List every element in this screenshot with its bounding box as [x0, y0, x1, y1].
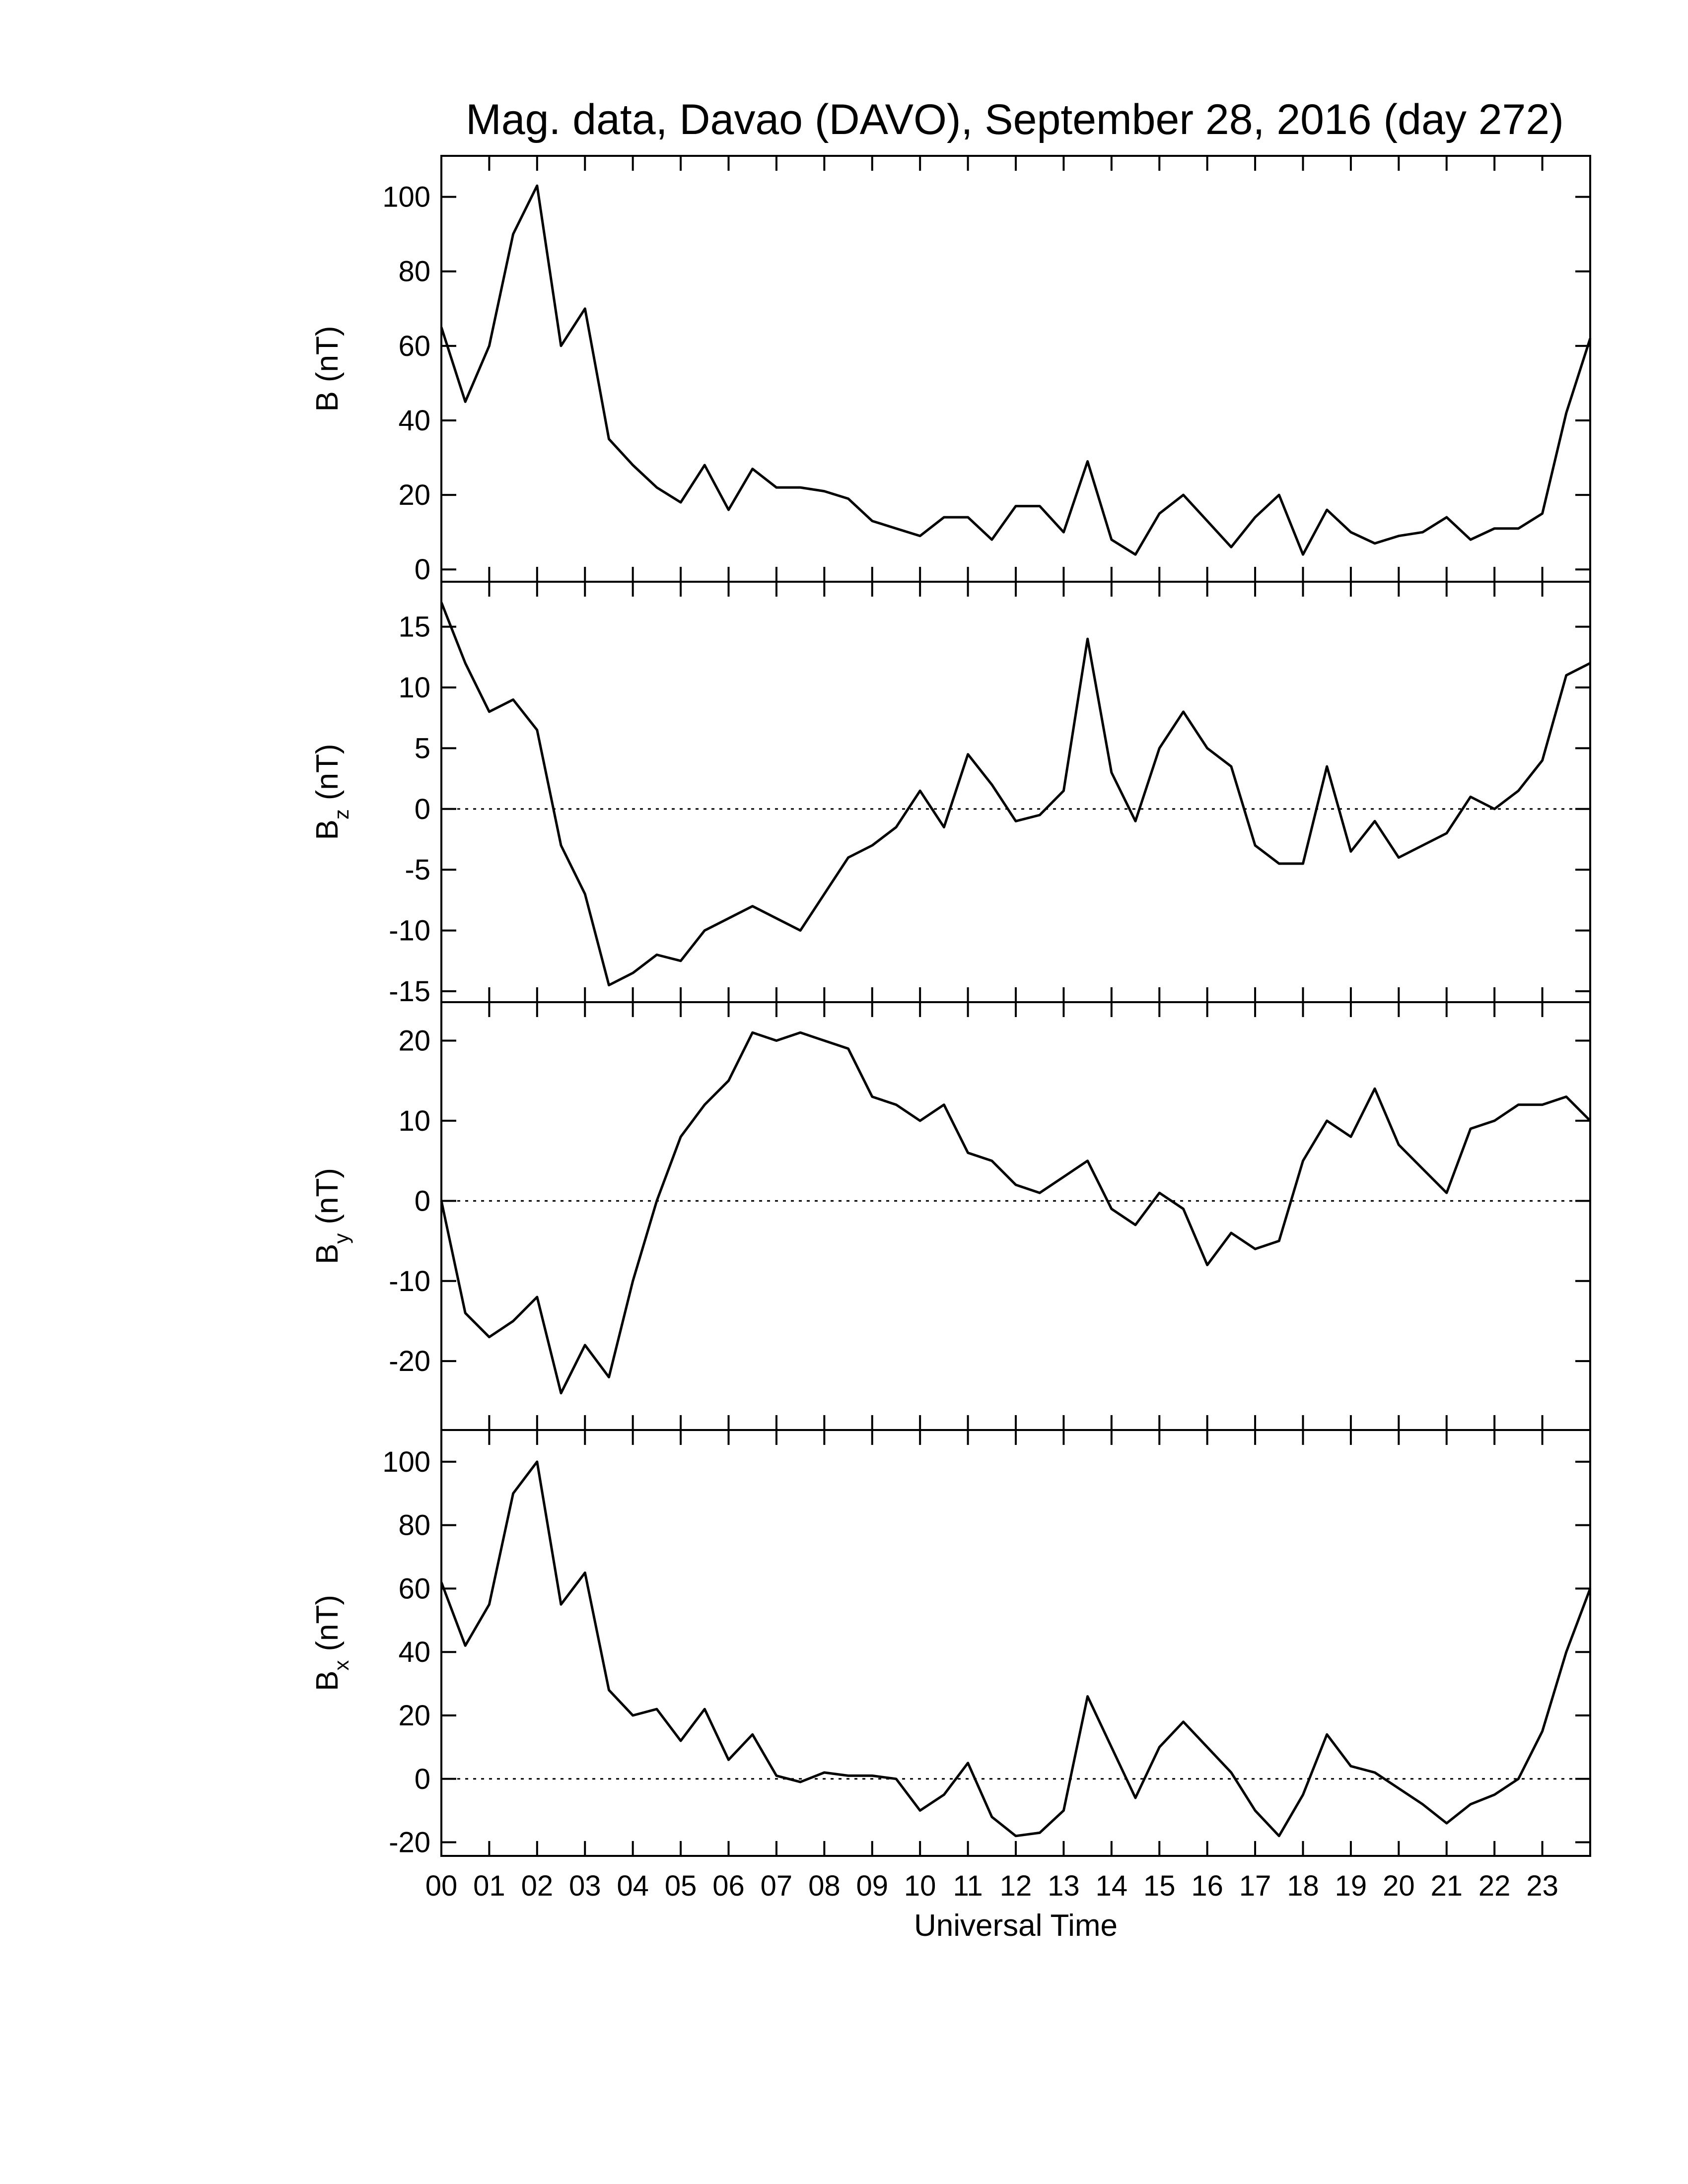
x-tick-label: 10 [904, 1870, 936, 1902]
y-label-main: B [310, 819, 345, 840]
y-axis-label: Bx (nT) [310, 1595, 353, 1691]
x-tick-label: 08 [808, 1870, 841, 1902]
x-tick-label: 13 [1048, 1870, 1080, 1902]
y-tick-label: 60 [398, 1572, 430, 1605]
data-line [440, 1031, 1591, 1395]
x-tick-label: 16 [1191, 1870, 1223, 1902]
x-tick-label: 11 [953, 1870, 983, 1902]
y-tick-label: -15 [389, 975, 430, 1008]
y-tick-label: 0 [415, 793, 430, 825]
y-label-unit: (nT) [310, 1595, 345, 1651]
x-tick-label: 14 [1096, 1870, 1128, 1902]
y-tick-label: -10 [389, 915, 430, 947]
x-axis-label: Universal Time [914, 1909, 1118, 1943]
y-axis-label: B (nT) [310, 326, 345, 411]
x-tick-label: 01 [473, 1870, 505, 1902]
y-tick-label: 80 [398, 1509, 430, 1542]
x-tick-label: 00 [425, 1870, 458, 1902]
x-tick-label: 06 [712, 1870, 745, 1902]
x-tick-label: 21 [1430, 1870, 1463, 1902]
y-label-sub: x [330, 1660, 353, 1671]
y-tick-label: 0 [415, 1185, 430, 1217]
y-label-main: B [310, 391, 345, 411]
y-tick-label: 5 [415, 732, 430, 764]
x-tick-label: 12 [1000, 1870, 1032, 1902]
y-axis-label: Bz (nT) [310, 744, 353, 840]
y-label-unit: (nT) [310, 1168, 345, 1225]
y-label-unit: (nT) [310, 326, 345, 382]
x-tick-label: 03 [569, 1870, 601, 1902]
y-label-main: B [310, 1244, 345, 1264]
x-tick-label: 23 [1526, 1870, 1558, 1902]
y-tick-label: 60 [398, 330, 430, 362]
chart-title: Mag. data, Davao (DAVO), September 28, 2… [466, 96, 1564, 143]
x-tick-label: 15 [1143, 1870, 1176, 1902]
x-tick-label: 09 [856, 1870, 888, 1902]
x-tick-label: 05 [665, 1870, 697, 1902]
x-tick-label: 02 [521, 1870, 554, 1902]
y-label-sub: z [330, 809, 353, 819]
y-tick-label: 15 [398, 611, 430, 643]
y-label-unit: (nT) [310, 744, 345, 800]
x-tick-label: 04 [617, 1870, 649, 1902]
x-tick-label: 20 [1383, 1870, 1415, 1902]
y-tick-label: 10 [398, 672, 430, 704]
y-tick-label: -10 [389, 1265, 430, 1297]
x-tick-label: 18 [1287, 1870, 1319, 1902]
x-tick-label: 22 [1478, 1870, 1511, 1902]
y-tick-label: 80 [398, 256, 430, 288]
y-tick-label: 100 [382, 181, 430, 213]
data-line [440, 184, 1592, 556]
y-label-main: B [310, 1671, 345, 1691]
data-line [440, 1460, 1592, 1838]
y-tick-label: 40 [398, 405, 430, 437]
y-label-sub: y [330, 1233, 353, 1244]
data-line [440, 602, 1591, 987]
y-tick-label: 40 [398, 1636, 430, 1668]
y-tick-label: 0 [415, 1763, 430, 1795]
x-tick-label: 07 [761, 1870, 793, 1902]
y-tick-label: 20 [398, 1024, 430, 1057]
y-tick-label: 20 [398, 1700, 430, 1732]
y-tick-label: -20 [389, 1345, 430, 1377]
y-tick-label: 100 [382, 1446, 430, 1478]
y-tick-label: -5 [405, 854, 430, 886]
y-tick-label: -20 [389, 1827, 430, 1859]
x-tick-label: 19 [1335, 1870, 1367, 1902]
y-tick-label: 20 [398, 479, 430, 511]
y-tick-label: 10 [398, 1105, 430, 1137]
y-axis-label: By (nT) [310, 1168, 353, 1264]
y-tick-label: 0 [415, 553, 430, 586]
x-tick-label: 17 [1239, 1870, 1271, 1902]
